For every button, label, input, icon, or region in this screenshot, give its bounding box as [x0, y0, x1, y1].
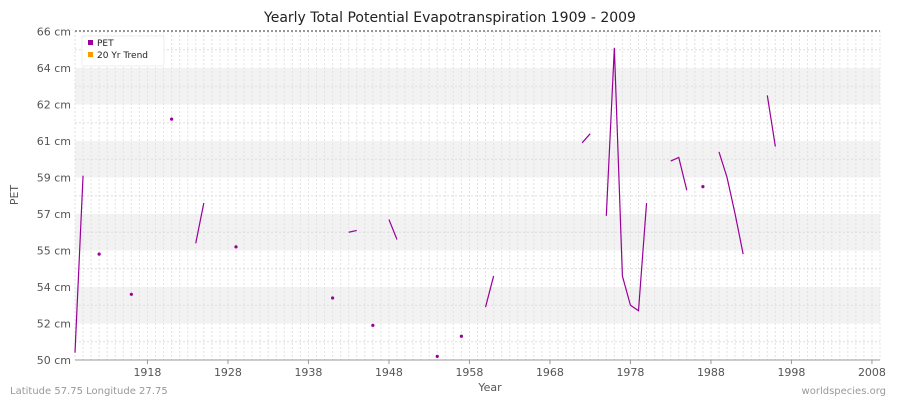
y-tick-label: 64 cm [37, 62, 71, 75]
data-point [97, 252, 101, 256]
chart-title: Yearly Total Potential Evapotranspiratio… [263, 10, 636, 26]
x-tick-label: 1938 [294, 366, 322, 379]
y-axis-tick-labels: 50 cm 52 cm 54 cm 55 cm 57 cm 59 cm 61 cm 62 cm… [37, 26, 71, 368]
plot-gridlines [74, 30, 881, 361]
legend: PET 20 Yr Trend [81, 35, 165, 67]
series-line [388, 219, 398, 240]
y-axis-label: PET [8, 185, 21, 206]
x-axis-label: Year [477, 381, 502, 394]
plot-band [75, 104, 880, 141]
y-tick-label: 57 cm [37, 208, 71, 221]
x-tick-label: 1928 [214, 366, 242, 379]
data-point [129, 292, 133, 296]
y-tick-label: 50 cm [37, 354, 71, 367]
y-tick-label: 61 cm [37, 135, 71, 148]
x-tick-label: 1968 [536, 366, 564, 379]
data-point [371, 323, 375, 327]
plot-band [75, 68, 880, 105]
x-tick-label: 1998 [777, 366, 805, 379]
footer-source: worldspecies.org [802, 386, 886, 397]
y-tick-label: 66 cm [37, 26, 71, 39]
legend-label-pet: PET [97, 39, 114, 49]
series-line [766, 95, 776, 147]
x-tick-label: 2008 [858, 366, 886, 379]
data-point [435, 354, 439, 358]
x-tick-label: 1988 [697, 366, 725, 379]
series-line [581, 133, 591, 144]
series-line [74, 175, 84, 353]
data-point [234, 245, 238, 249]
series-line [670, 156, 688, 191]
y-tick-label: 59 cm [37, 172, 71, 185]
series-line [348, 229, 357, 233]
y-tick-label: 52 cm [37, 318, 71, 331]
data-point [331, 296, 335, 300]
footer-coordinates: Latitude 57.75 Longitude 27.75 [10, 386, 168, 397]
series-line [484, 275, 495, 308]
legend-swatch-trend [88, 52, 93, 57]
x-axis-tick-labels: 1918 1928 1938 1948 1958 1968 1978 1988 1998 2008 [133, 360, 886, 379]
y-tick-label: 54 cm [37, 281, 71, 294]
legend-label-trend: 20 Yr Trend [97, 51, 148, 61]
data-point [701, 185, 705, 189]
plot-band [75, 287, 880, 324]
pet-series [74, 47, 776, 358]
legend-box [81, 35, 165, 67]
x-tick-label: 1948 [375, 366, 403, 379]
series-line [718, 151, 744, 255]
plot-band [75, 31, 880, 68]
x-tick-label: 1958 [455, 366, 483, 379]
plot-band [75, 323, 880, 360]
x-tick-label: 1918 [133, 366, 161, 379]
data-point [170, 117, 174, 121]
y-tick-label: 55 cm [37, 245, 71, 258]
x-tick-label: 1978 [616, 366, 644, 379]
series-line [195, 202, 205, 244]
legend-swatch-pet [88, 40, 93, 45]
y-tick-label: 62 cm [37, 99, 71, 112]
data-point [459, 334, 463, 338]
series-line [605, 47, 648, 312]
